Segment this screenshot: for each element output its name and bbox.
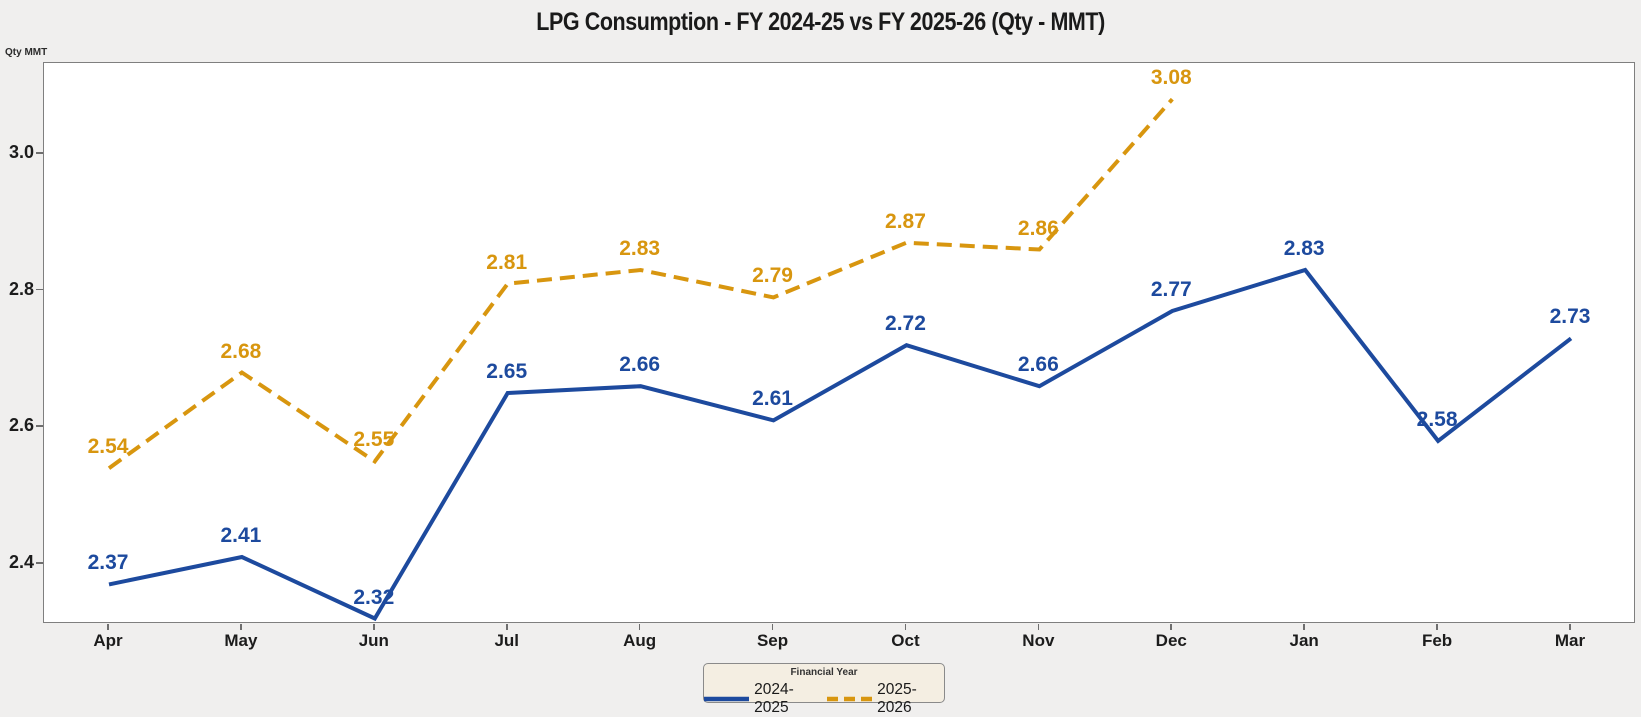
x-tick-label: Nov: [1022, 631, 1055, 650]
x-tick-mark: [1170, 624, 1173, 631]
legend-swatch-dashed-line: [827, 696, 873, 702]
data-label-2024-2025: 2.32: [353, 585, 395, 609]
x-tick-mark: [1569, 624, 1571, 631]
x-tick-label: May: [224, 631, 258, 650]
data-label-2024-2025: 2.83: [1283, 237, 1325, 261]
data-label-2025-2026: 2.55: [353, 428, 395, 452]
legend-entry-label: 2025-2026: [877, 681, 917, 716]
plot-area: [43, 62, 1635, 623]
y-tick-label: 2.4: [8, 551, 34, 572]
legend-entry-2025-2026: 2025-2026: [827, 681, 944, 717]
x-tick-mark: [771, 624, 774, 631]
data-label-2024-2025: 2.66: [1017, 353, 1059, 377]
data-label-2024-2025: 2.72: [885, 312, 926, 336]
data-label-2025-2026: 2.87: [885, 209, 926, 233]
legend-swatch-solid-line: [704, 696, 750, 702]
x-tick-label: Jun: [358, 631, 389, 650]
data-label-2025-2026: 2.81: [486, 250, 528, 274]
x-tick-mark: [638, 624, 641, 631]
data-label-2024-2025: 2.41: [220, 524, 262, 548]
chart-title: LPG Consumption - FY 2024-25 vs FY 2025-…: [0, 8, 1641, 37]
x-tick-mark: [1436, 624, 1438, 631]
x-tick-label: Jan: [1289, 631, 1319, 650]
data-label-2024-2025: 2.37: [87, 551, 129, 575]
x-tick-label: Aug: [623, 631, 657, 650]
x-tick-label: Apr: [93, 631, 123, 650]
x-tick-label: Mar: [1554, 631, 1586, 650]
y-tick-label: 3.0: [8, 141, 34, 162]
data-label-2025-2026: 2.54: [87, 435, 129, 459]
x-tick-mark: [904, 624, 907, 631]
data-label-2024-2025: 2.77: [1150, 278, 1192, 302]
x-tick-label: Sep: [756, 631, 789, 650]
data-label-2024-2025: 2.66: [619, 353, 661, 377]
data-label-2025-2026: 2.68: [220, 339, 262, 363]
x-tick-label: Dec: [1155, 631, 1187, 650]
x-tick-label: Oct: [891, 631, 920, 650]
x-tick-label: Feb: [1421, 631, 1453, 650]
y-tick-label: 2.8: [8, 278, 34, 299]
series-line-2025-2026: [107, 97, 1174, 470]
y-tick-mark: [36, 562, 43, 564]
x-tick-mark: [505, 624, 508, 631]
data-label-2024-2025: 2.61: [752, 387, 793, 411]
chart-canvas: [107, 97, 1573, 622]
y-tick-mark: [36, 152, 43, 154]
chart-title-text: LPG Consumption - FY 2024-25 vs FY 2025-…: [536, 8, 1105, 36]
x-tick-mark: [107, 624, 109, 631]
legend-row: 2024-2025 2025-2026: [704, 681, 944, 717]
y-tick-mark: [36, 425, 43, 427]
y-tick-label: 2.6: [8, 415, 34, 436]
x-tick-mark: [240, 624, 242, 631]
data-label-2025-2026: 2.86: [1017, 216, 1059, 240]
legend-entry-2024-2025: 2024-2025: [704, 681, 821, 717]
y-tick-mark: [36, 288, 43, 291]
series-line-2024-2025: [108, 267, 1573, 622]
data-label-2025-2026: 3.08: [1150, 66, 1192, 90]
data-label-2024-2025: 2.73: [1549, 305, 1591, 329]
legend-entry-label: 2024-2025: [754, 681, 794, 716]
legend-title: Financial Year: [790, 667, 858, 678]
data-label-2025-2026: 2.83: [619, 237, 661, 261]
data-label-2024-2025: 2.65: [486, 360, 528, 384]
legend: Financial Year 2024-2025 2025-2026: [703, 663, 945, 716]
y-axis-title: Qty MMT: [5, 47, 48, 58]
x-tick-mark: [1037, 624, 1040, 631]
x-tick-label: Jul: [494, 631, 519, 650]
x-tick-mark: [1303, 624, 1305, 631]
x-tick-mark: [373, 624, 375, 631]
data-label-2025-2026: 2.79: [752, 264, 793, 288]
data-label-2024-2025: 2.58: [1416, 407, 1458, 431]
